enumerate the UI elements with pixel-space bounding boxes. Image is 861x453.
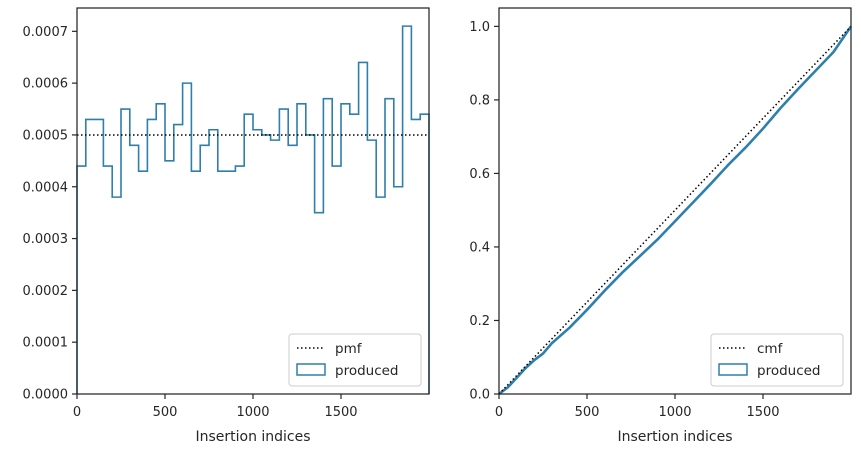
left-ytick-label: 0.0003 bbox=[23, 232, 69, 247]
right-ytick-label: 0.0 bbox=[469, 388, 490, 403]
right-chart-ticks: 0 500 1000 1500 0.0 0.2 0.4 0.6 0.8 1.0 bbox=[469, 20, 779, 420]
left-xtick-label: 0 bbox=[73, 405, 81, 420]
right-legend-produced-label: produced bbox=[757, 363, 821, 379]
right-legend-box bbox=[710, 333, 844, 387]
right-chart-xlabel: Insertion indices bbox=[617, 429, 732, 445]
left-chart-legend: pmf produced bbox=[288, 333, 422, 387]
left-chart-frame bbox=[76, 7, 430, 395]
right-series-produced bbox=[498, 25, 853, 396]
left-chart-marks bbox=[76, 25, 430, 394]
right-xtick-label: 1000 bbox=[658, 405, 691, 420]
right-xtick-label: 1500 bbox=[746, 405, 779, 420]
left-ytick-label: 0.0005 bbox=[23, 128, 69, 143]
right-ytick-label: 0.8 bbox=[469, 93, 490, 108]
right-legend-produced-patch bbox=[718, 363, 748, 376]
right-ytick-label: 1.0 bbox=[469, 20, 490, 35]
right-chart-panel: 0 500 1000 1500 0.0 0.2 0.4 0.6 0.8 1.0 Insertion… bbox=[469, 7, 853, 445]
right-chart-frame bbox=[498, 7, 852, 395]
right-chart-legend: cmf produced bbox=[710, 333, 844, 387]
left-ytick-label: 0.0006 bbox=[23, 77, 69, 92]
left-chart-panel: 0 500 1000 1500 0.0000 0.0001 0.0002 0.0003 0.00… bbox=[23, 7, 430, 445]
left-xtick-label: 1500 bbox=[324, 405, 357, 420]
left-ytick-label: 0.0007 bbox=[23, 25, 69, 40]
left-legend-produced-patch bbox=[296, 363, 326, 376]
left-legend-pmf-label: pmf bbox=[335, 341, 363, 357]
left-chart-ticks: 0 500 1000 1500 0.0000 0.0001 0.0002 0.0003 0.00… bbox=[23, 25, 358, 420]
left-ytick-label: 0.0001 bbox=[23, 336, 69, 351]
left-series-produced bbox=[76, 25, 430, 394]
left-xtick-label: 500 bbox=[153, 405, 178, 420]
right-xtick-label: 500 bbox=[575, 405, 600, 420]
left-ytick-label: 0.0000 bbox=[23, 388, 69, 403]
right-legend-cmf-label: cmf bbox=[757, 341, 784, 357]
left-chart-xlabel: Insertion indices bbox=[195, 429, 310, 445]
left-legend-produced-label: produced bbox=[335, 363, 399, 379]
left-ytick-label: 0.0004 bbox=[23, 180, 69, 195]
left-xtick-label: 1000 bbox=[236, 405, 269, 420]
right-xtick-label: 0 bbox=[495, 405, 503, 420]
right-ytick-label: 0.4 bbox=[469, 240, 490, 255]
left-legend-box bbox=[288, 333, 422, 387]
right-ytick-label: 0.2 bbox=[469, 314, 490, 329]
left-ytick-label: 0.0002 bbox=[23, 284, 69, 299]
right-ytick-label: 0.6 bbox=[469, 167, 490, 182]
right-reference-cmf bbox=[498, 25, 852, 395]
right-chart-marks bbox=[498, 25, 853, 396]
